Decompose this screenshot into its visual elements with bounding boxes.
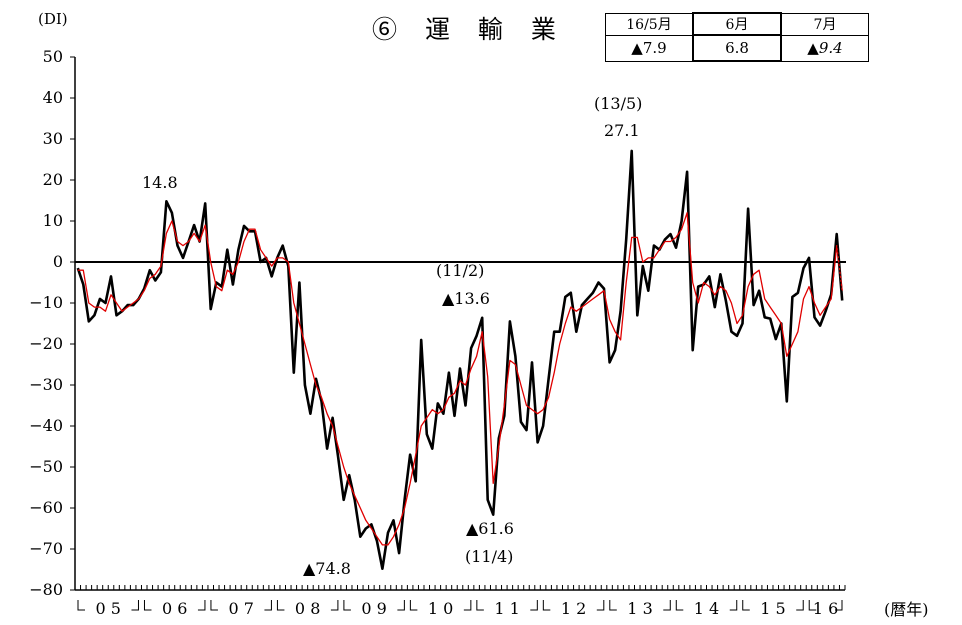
series-line-forecast	[836, 234, 843, 301]
annotation-date-13-5: (13/5)	[594, 94, 642, 113]
x-tick-label: 0 5	[96, 599, 121, 618]
y-tick-label: 0	[53, 252, 63, 271]
series-group	[76, 149, 844, 571]
chart-title: ⑥ 運 輸 業	[372, 15, 566, 44]
year-bracket	[264, 600, 272, 611]
y-tick-label: 40	[43, 88, 63, 107]
x-tick-label: 1 5	[760, 599, 785, 618]
y-axis-unit-label: (DI)	[38, 10, 68, 28]
x-tick-label: 0 6	[162, 599, 187, 618]
year-bracket	[476, 600, 484, 611]
year-bracket	[663, 600, 671, 611]
annotation-date-11-4: (11/4)	[465, 547, 513, 566]
x-tick-label: 1 4	[694, 599, 719, 618]
y-tick-label: −40	[29, 416, 63, 435]
series-line-moving-avg	[77, 212, 843, 546]
y-tick-label: −70	[29, 539, 63, 558]
year-bracket	[343, 600, 351, 611]
year-bracket	[530, 600, 538, 611]
y-tick-label: −80	[29, 580, 63, 599]
year-bracket	[397, 600, 405, 611]
annotation-value-13-5: 27.1	[604, 121, 640, 140]
year-bracket	[131, 600, 139, 611]
x-tick-label: 1 2	[561, 599, 586, 618]
x-tick-label: 0 9	[361, 599, 386, 618]
annotation-value-11-4: ▲61.6	[466, 519, 514, 538]
year-bracket	[276, 600, 285, 611]
year-bracket	[808, 600, 817, 611]
y-tick-label: −10	[29, 293, 63, 312]
year-bracket	[542, 600, 551, 611]
summary-value-1: ▲7.9	[605, 34, 694, 62]
x-axis: 0 5 0 6 0 7 0 8 0 9 1 0 1 1 1 2 1 3 1 4 1 5 1 6	[74, 585, 846, 618]
year-bracket	[197, 600, 206, 611]
summary-month-3: 7月	[780, 12, 869, 36]
annotation-value-11-2: ▲13.6	[442, 289, 490, 308]
y-tick-label: −30	[29, 375, 63, 394]
y-tick-label: 50	[43, 47, 63, 66]
year-bracket	[330, 600, 339, 611]
x-axis-unit-label: (暦年)	[884, 600, 929, 619]
y-tick-label: 20	[43, 170, 63, 189]
year-bracket	[463, 600, 472, 611]
year-bracket	[143, 600, 152, 611]
x-tick-label: 0 8	[295, 599, 320, 618]
year-bracket	[675, 600, 684, 611]
series-line-di	[76, 149, 844, 571]
summary-month-1: 16/5月	[605, 12, 694, 36]
year-bracket	[596, 600, 605, 611]
y-tick-label: 30	[43, 129, 63, 148]
year-bracket	[742, 600, 750, 611]
year-bracket	[77, 600, 85, 611]
y-tick-label: −60	[29, 498, 63, 517]
x-tick-label: 1 3	[627, 599, 652, 618]
summary-month-2: 6月	[692, 12, 782, 36]
y-tick-label: −20	[29, 334, 63, 353]
summary-value-2: 6.8	[692, 34, 782, 62]
annotation-date-11-2: (11/2)	[436, 261, 484, 280]
summary-table: 16/5月 6月 7月 ▲7.9 6.8 ▲9.4	[605, 12, 869, 62]
year-bracket	[835, 600, 843, 611]
year-bracket	[210, 600, 218, 611]
summary-value-3: ▲9.4	[780, 34, 869, 62]
y-tick-label: −50	[29, 457, 63, 476]
y-tick-label: 10	[43, 211, 63, 230]
year-bracket	[729, 600, 738, 611]
year-bracket	[609, 600, 617, 611]
year-bracket	[796, 600, 804, 611]
annotation-low-2009: ▲74.8	[303, 559, 351, 578]
x-tick-label: 1 1	[494, 599, 519, 618]
x-tick-label: 1 0	[428, 599, 453, 618]
year-bracket	[409, 600, 418, 611]
annotation-peak-2006: 14.8	[142, 173, 178, 192]
x-tick-label: 1 6	[813, 599, 838, 618]
y-axis-ticks: 50 40 30 20 10 0 −10 −20 −30 −40 −50 −60 −70 −80	[29, 47, 846, 599]
x-tick-label: 0 7	[228, 599, 253, 618]
